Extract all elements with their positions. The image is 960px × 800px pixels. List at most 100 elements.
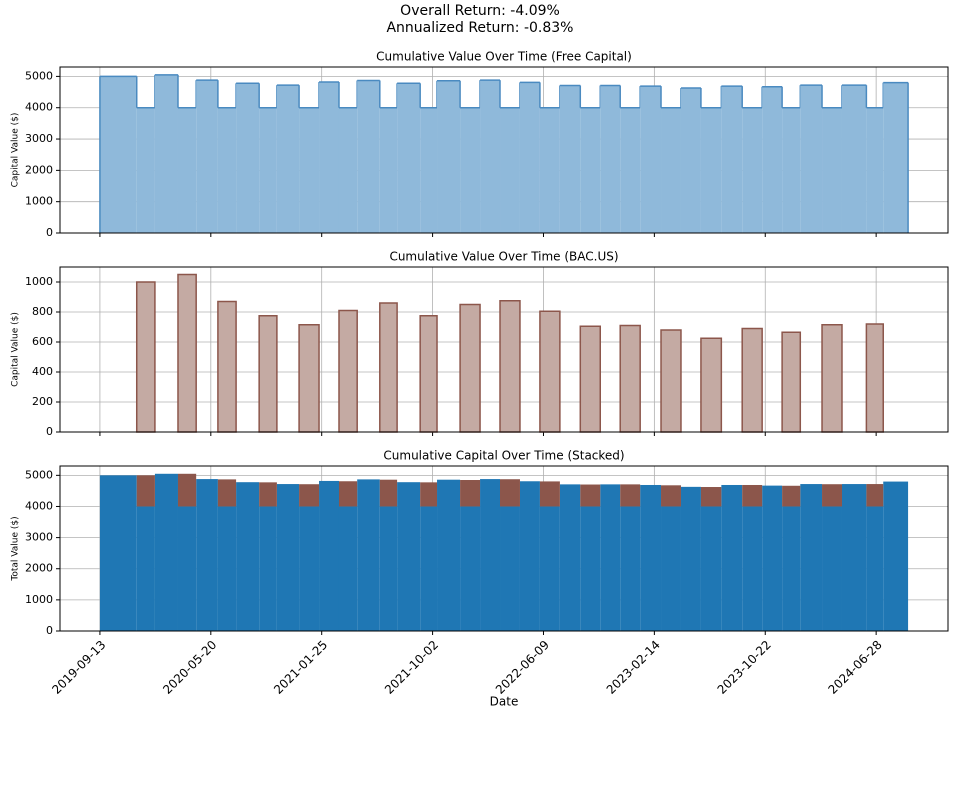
area-step — [721, 86, 743, 234]
stacked-bar — [700, 487, 722, 507]
bar — [135, 281, 156, 433]
area-step — [319, 82, 339, 233]
y-tick-label: 5000 — [25, 69, 53, 82]
stacked-bar — [236, 482, 260, 631]
stacked-bar — [762, 485, 783, 631]
bar — [419, 315, 438, 433]
stacked-bar — [559, 484, 581, 631]
area-step — [480, 80, 501, 233]
area-step — [500, 107, 520, 233]
area-step — [437, 80, 461, 234]
area-step — [782, 107, 801, 233]
stacked-bar — [640, 484, 662, 631]
y-tick-label: 1000 — [25, 195, 53, 208]
stacked-bar — [580, 506, 601, 631]
stacked-bar — [420, 506, 438, 631]
suptitle-line: Annualized Return: -0.83% — [386, 20, 573, 36]
y-tick-label: 200 — [32, 395, 53, 408]
x-axis-label: Date — [490, 695, 519, 709]
y-tick-label: 4000 — [25, 101, 53, 114]
stacked-bar — [357, 479, 380, 631]
stacked-bar — [276, 484, 300, 631]
stacked-bar — [782, 485, 801, 507]
stacked-bar — [420, 482, 438, 507]
y-tick-label: 4000 — [25, 499, 53, 512]
stacked-bar — [600, 484, 621, 631]
stacked-bar — [379, 479, 398, 507]
bar — [459, 303, 481, 433]
stacked-bar — [259, 482, 277, 507]
stacked-bar — [259, 506, 277, 631]
y-tick-label: 2000 — [25, 163, 53, 176]
stacked-bar — [480, 479, 501, 631]
bar — [741, 327, 763, 433]
area-step — [338, 107, 358, 233]
y-tick-label: 0 — [46, 226, 53, 239]
area-step — [539, 107, 560, 233]
stacked-bar — [800, 484, 823, 631]
area-step — [259, 107, 277, 233]
bar — [700, 337, 723, 433]
area-step — [519, 82, 540, 233]
bar — [539, 310, 561, 433]
y-axis-label: Total Value ($) — [11, 516, 21, 581]
area-step — [236, 83, 260, 233]
plot-frame — [59, 66, 949, 234]
area-step — [276, 85, 300, 233]
stacked-bar — [460, 506, 481, 631]
stacked-bar — [866, 506, 884, 631]
bar — [298, 324, 320, 433]
stacked-bar — [721, 484, 743, 631]
stacked-bar — [580, 484, 601, 507]
area-step — [600, 85, 621, 233]
bar — [619, 324, 641, 433]
area-step — [742, 107, 763, 233]
suptitle-line: Overall Return: -4.09% — [400, 3, 560, 19]
area-step — [841, 85, 867, 233]
stacked-bar — [397, 482, 421, 631]
y-tick-label: 800 — [32, 305, 53, 318]
area-step — [559, 85, 581, 233]
stacked-bar — [841, 484, 867, 631]
bar — [338, 309, 358, 433]
area-step — [217, 107, 237, 233]
stacked-bar — [177, 506, 197, 631]
subplot-title: Cumulative Value Over Time (BAC.US) — [389, 250, 618, 264]
stacked-bar — [99, 475, 137, 631]
bar — [379, 302, 398, 433]
stacked-bar — [379, 506, 398, 631]
area-step — [700, 107, 722, 233]
stacked-bar — [500, 479, 520, 507]
stacked-bar — [661, 485, 681, 507]
y-tick-label: 3000 — [25, 132, 53, 145]
area-step — [883, 82, 909, 234]
area-step — [379, 107, 398, 233]
stacked-bar — [338, 481, 358, 507]
bar — [781, 331, 802, 433]
area-step — [661, 107, 681, 233]
bar — [499, 300, 521, 433]
stacked-bar — [500, 506, 520, 631]
stacked-bar — [822, 506, 842, 631]
bar — [865, 323, 884, 433]
stacked-bar — [136, 506, 155, 631]
area-step — [196, 80, 218, 233]
area-step — [397, 83, 421, 233]
stacked-bar — [883, 481, 909, 631]
stacked-bar — [196, 479, 218, 631]
plot-frame — [59, 266, 949, 433]
y-tick-label: 400 — [32, 365, 53, 378]
stacked-bar — [680, 486, 701, 631]
area-step — [420, 107, 438, 233]
area-step — [762, 86, 783, 233]
y-tick-label: 600 — [32, 335, 53, 348]
area-step — [800, 85, 823, 233]
area-step — [640, 86, 662, 234]
y-axis-label: Capital Value ($) — [11, 312, 21, 387]
y-tick-label: 0 — [46, 624, 53, 637]
plot-frame — [59, 465, 949, 632]
area-step — [620, 107, 641, 233]
stacked-bar — [338, 506, 358, 631]
stacked-bar — [460, 480, 481, 507]
stacked-bar — [742, 484, 763, 507]
